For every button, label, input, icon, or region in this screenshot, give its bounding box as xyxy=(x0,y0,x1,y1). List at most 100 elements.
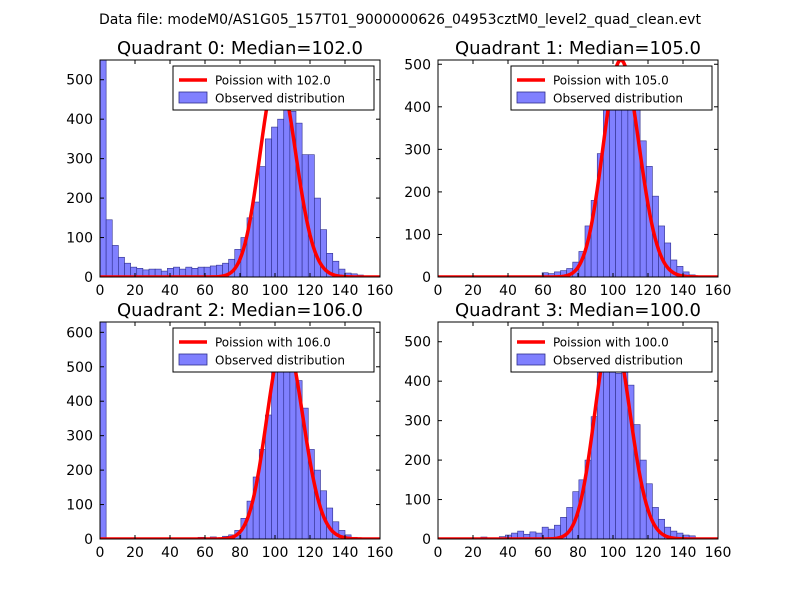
y-tick-label: 200 xyxy=(66,191,93,207)
x-tick-label: 60 xyxy=(196,283,214,299)
x-tick-label: 120 xyxy=(635,545,662,561)
panel-title: Quadrant 2: Median=106.0 xyxy=(117,300,363,321)
x-tick-label: 20 xyxy=(464,545,482,561)
y-tick-label: 0 xyxy=(422,532,431,548)
y-tick-label: 500 xyxy=(404,57,431,73)
y-tick-label: 300 xyxy=(404,414,431,430)
y-tick-label: 400 xyxy=(66,394,93,410)
legend: Poission with 105.0 Observed distribution xyxy=(510,65,713,111)
figure-suptitle: Data file: modeM0/AS1G05_157T01_90000006… xyxy=(99,12,701,28)
x-tick-label: 60 xyxy=(196,545,214,561)
legend: Poission with 102.0 Observed distribution xyxy=(172,65,375,111)
y-tick-label: 300 xyxy=(66,152,93,168)
y-tick-label: 100 xyxy=(404,493,431,509)
x-tick-label: 100 xyxy=(600,283,627,299)
histogram-bar xyxy=(111,245,119,277)
legend-patch-label: Observed distribution xyxy=(215,354,345,368)
x-tick-label: 0 xyxy=(96,545,105,561)
x-tick-label: 140 xyxy=(332,283,359,299)
x-tick-label: 120 xyxy=(635,283,662,299)
y-tick-label: 0 xyxy=(422,270,431,286)
histogram-bar xyxy=(258,166,266,277)
plot-area xyxy=(438,60,718,277)
x-tick-label: 160 xyxy=(367,283,394,299)
poisson-curve xyxy=(100,70,380,277)
panel-title: Quadrant 3: Median=100.0 xyxy=(455,300,701,321)
legend-patch-swatch xyxy=(516,353,546,366)
x-tick-label: 140 xyxy=(670,545,697,561)
histogram-bar xyxy=(100,322,107,539)
y-tick-label: 200 xyxy=(404,185,431,201)
x-tick-label: 80 xyxy=(569,283,587,299)
legend-patch-label: Observed distribution xyxy=(553,354,683,368)
x-tick-label: 120 xyxy=(297,283,324,299)
y-tick-label: 0 xyxy=(84,532,93,548)
panels: 0 20 40 60 80 100 120 140 1600100200300400500Qua… xyxy=(66,38,731,561)
x-tick-label: 40 xyxy=(161,283,179,299)
y-tick-label: 400 xyxy=(66,112,93,128)
x-tick-label: 80 xyxy=(231,545,249,561)
x-tick-label: 140 xyxy=(670,283,697,299)
poisson-curve xyxy=(438,327,718,539)
x-tick-label: 160 xyxy=(705,283,732,299)
histogram-bar xyxy=(271,126,278,277)
poisson-curve xyxy=(438,60,718,277)
plot-area xyxy=(100,60,380,277)
x-tick-label: 60 xyxy=(534,545,552,561)
x-tick-label: 140 xyxy=(332,545,359,561)
histogram-bar xyxy=(289,369,297,539)
legend-patch-label: Observed distribution xyxy=(553,92,683,106)
legend-line-label: Poission with 100.0 xyxy=(553,336,669,350)
panel-title: Quadrant 1: Median=105.0 xyxy=(455,38,701,59)
histogram-bar xyxy=(277,345,285,539)
legend-patch-swatch xyxy=(178,353,208,366)
x-tick-label: 80 xyxy=(231,283,249,299)
x-tick-label: 80 xyxy=(569,545,587,561)
x-tick-label: 60 xyxy=(534,283,552,299)
y-tick-label: 100 xyxy=(404,227,431,243)
histogram-bar xyxy=(252,201,260,277)
histogram-bar xyxy=(609,349,616,539)
legend-line-label: Poission with 102.0 xyxy=(215,74,331,88)
y-tick-label: 500 xyxy=(66,360,93,376)
histogram-bar xyxy=(283,366,291,539)
y-tick-label: 200 xyxy=(404,453,431,469)
histogram-bar xyxy=(124,262,131,277)
poisson-curve xyxy=(100,336,380,539)
x-tick-label: 20 xyxy=(464,283,482,299)
histogram-bar xyxy=(265,138,272,277)
legend-line-label: Poission with 105.0 xyxy=(553,74,669,88)
y-tick-label: 100 xyxy=(66,231,93,247)
x-tick-label: 40 xyxy=(499,545,517,561)
y-tick-label: 200 xyxy=(66,463,93,479)
x-tick-label: 120 xyxy=(297,545,324,561)
x-tick-label: 160 xyxy=(705,545,732,561)
plot-area xyxy=(438,327,718,539)
x-tick-label: 20 xyxy=(126,545,144,561)
panel-2: 0 20 40 60 80 100 120 140 160 0 100 200 300 400 500 600… xyxy=(66,300,393,561)
x-tick-label: 0 xyxy=(434,545,443,561)
histogram-bar xyxy=(100,60,107,277)
legend-patch-swatch xyxy=(516,91,546,104)
y-tick-label: 300 xyxy=(404,142,431,158)
legend: Poission with 100.0 Observed distribution xyxy=(510,327,713,373)
plot-area xyxy=(100,322,380,539)
x-tick-label: 0 xyxy=(96,283,105,299)
x-tick-label: 100 xyxy=(600,545,627,561)
panel-3: 0 20 40 60 80 100 120 140 160 0 100 200 300 400 500 Qua… xyxy=(404,300,731,561)
histogram-bar xyxy=(118,256,125,277)
x-tick-label: 20 xyxy=(126,283,144,299)
legend-line-label: Poission with 106.0 xyxy=(215,336,331,350)
y-tick-label: 400 xyxy=(404,100,431,116)
y-tick-label: 600 xyxy=(66,325,93,341)
y-tick-label: 300 xyxy=(66,429,93,445)
histogram-bar xyxy=(105,219,113,277)
x-tick-label: 160 xyxy=(367,545,394,561)
histogram-bar xyxy=(277,118,285,277)
legend: Poission with 106.0 Observed distribution xyxy=(172,327,375,373)
panel-title: Quadrant 0: Median=102.0 xyxy=(117,38,363,59)
y-tick-label: 500 xyxy=(404,335,431,351)
y-tick-label: 0 xyxy=(84,270,93,286)
histogram-bar xyxy=(615,372,623,539)
